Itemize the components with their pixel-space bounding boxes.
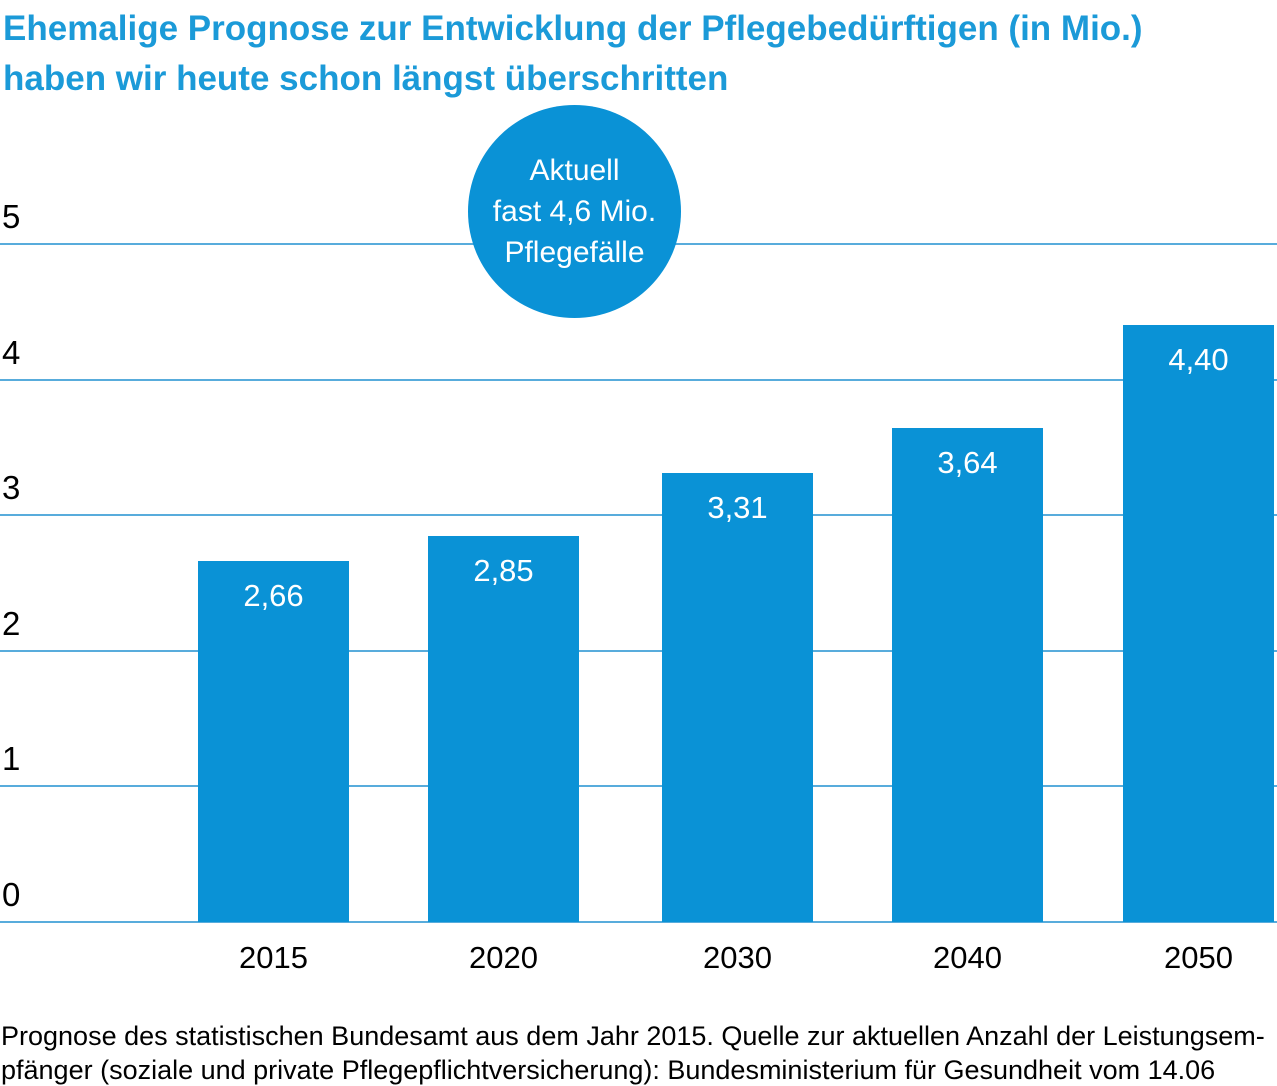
bar-2015: 2,66 — [198, 561, 349, 922]
annotation-line1: Aktuell — [529, 154, 620, 187]
x-axis-label-2040: 2040 — [933, 940, 1002, 975]
annotation-text: Aktuell fast 4,6 Mio. Pflegefälle — [493, 150, 656, 273]
bar-2040: 3,64 — [892, 428, 1043, 922]
x-axis-label-2030: 2030 — [703, 940, 772, 975]
bar-value-label-2020: 2,85 — [473, 552, 534, 588]
source-note: Prognose des statistischen Bundesamt aus… — [1, 1019, 1277, 1086]
annotation-line2: fast 4,6 Mio. — [492, 195, 657, 228]
y-axis-tick-label-0: 0 — [2, 876, 21, 913]
x-axis-label-2015: 2015 — [239, 940, 308, 975]
y-axis-tick-label-1: 1 — [2, 740, 21, 778]
bar-value-label-2030: 3,31 — [707, 490, 768, 526]
annotation-line3: Pflegefälle — [504, 236, 645, 269]
bar-value-label-2015: 2,66 — [243, 578, 304, 614]
annotation-circle: Aktuell fast 4,6 Mio. Pflegefälle — [468, 105, 681, 318]
gridline-y0 — [0, 921, 1277, 923]
y-axis-tick-label-2: 2 — [2, 604, 21, 642]
bar-2030: 3,31 — [662, 473, 813, 922]
chart-title-line1: Ehemalige Prognose zur Entwicklung der P… — [3, 9, 1143, 48]
x-axis-label-2020: 2020 — [469, 940, 538, 975]
x-axis-label-2050: 2050 — [1164, 940, 1233, 975]
y-axis-tick-label-5: 5 — [2, 198, 21, 235]
chart-title-line2: haben wir heute schon längst überschritt… — [3, 59, 729, 98]
chart-title: Ehemalige Prognose zur Entwicklung der P… — [3, 4, 1277, 104]
bar-2020: 2,85 — [428, 535, 579, 922]
source-note-line1: Prognose des statistischen Bundesamt aus… — [1, 1021, 1265, 1051]
gridline-y1 — [0, 785, 1277, 788]
bar-2050: 4,40 — [1123, 325, 1274, 922]
y-axis-tick-label-3: 3 — [2, 469, 21, 507]
bar-value-label-2040: 3,64 — [937, 445, 998, 481]
source-note-line2: pfänger (soziale und private Pflegepflic… — [1, 1055, 1216, 1085]
gridline-y2 — [0, 649, 1277, 652]
gridline-y4 — [0, 378, 1277, 381]
bar-value-label-2050: 4,40 — [1168, 342, 1229, 378]
y-axis-tick-label-4: 4 — [2, 333, 21, 371]
gridline-y3 — [0, 514, 1277, 517]
